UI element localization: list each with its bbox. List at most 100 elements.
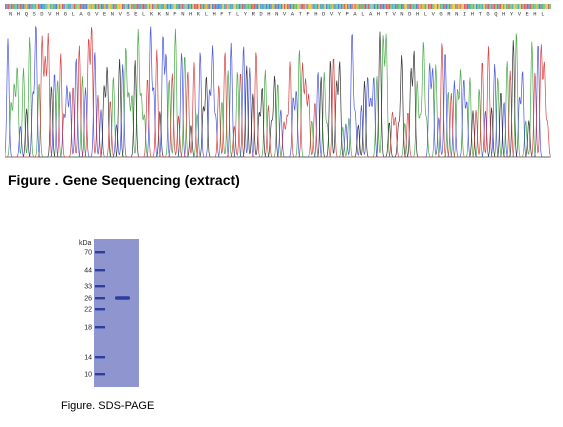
base-call-mark bbox=[140, 4, 142, 9]
base-call-mark bbox=[497, 4, 499, 9]
base-call-mark bbox=[230, 4, 232, 9]
amino-acid-letter: L bbox=[142, 11, 145, 18]
base-call-mark bbox=[491, 4, 493, 9]
base-call-mark bbox=[521, 4, 523, 9]
amino-acid-letter: H bbox=[267, 11, 270, 18]
base-call-mark bbox=[392, 4, 394, 9]
base-call-mark bbox=[320, 4, 322, 9]
base-call-mark bbox=[236, 4, 238, 9]
base-call-mark bbox=[516, 4, 518, 9]
base-call-mark bbox=[396, 4, 398, 9]
base-call-mark bbox=[83, 4, 85, 9]
base-call-mark bbox=[449, 4, 451, 9]
base-call-mark bbox=[395, 4, 397, 9]
base-call-mark bbox=[195, 4, 197, 9]
base-call-mark bbox=[114, 4, 116, 9]
base-call-mark bbox=[113, 4, 115, 9]
base-call-mark bbox=[548, 4, 550, 9]
base-call-mark bbox=[246, 4, 248, 9]
base-call-mark bbox=[272, 4, 274, 9]
amino-acid-letter: N bbox=[455, 11, 458, 18]
base-call-mark bbox=[371, 4, 373, 9]
base-call-mark bbox=[183, 4, 185, 9]
base-call-mark bbox=[489, 4, 491, 9]
base-call-mark bbox=[213, 4, 215, 9]
base-call-mark bbox=[144, 4, 146, 9]
base-call-mark bbox=[428, 4, 430, 9]
base-call-mark bbox=[474, 4, 476, 9]
base-call-mark bbox=[417, 4, 419, 9]
base-call-mark bbox=[24, 4, 26, 9]
base-call-mark bbox=[542, 4, 544, 9]
base-call-mark bbox=[101, 4, 103, 9]
base-call-mark bbox=[44, 4, 46, 9]
amino-acid-letter: Y bbox=[338, 11, 342, 18]
base-call-mark bbox=[297, 4, 299, 9]
base-call-mark bbox=[450, 4, 452, 9]
amino-acid-letter: L bbox=[541, 11, 544, 18]
base-call-mark bbox=[239, 4, 241, 9]
base-call-mark bbox=[282, 4, 284, 9]
amino-acid-letter: G bbox=[87, 11, 90, 18]
chromatogram-traces bbox=[5, 26, 551, 158]
base-call-mark bbox=[21, 4, 23, 9]
base-call-mark bbox=[161, 4, 163, 9]
gel-unit-label: kDa bbox=[79, 240, 92, 247]
base-call-mark bbox=[228, 4, 230, 9]
base-call-mark bbox=[384, 4, 386, 9]
base-call-mark bbox=[276, 4, 278, 9]
base-call-mark bbox=[98, 4, 100, 9]
base-call-mark bbox=[356, 4, 358, 9]
base-call-mark bbox=[519, 4, 521, 9]
base-call-mark bbox=[192, 4, 194, 9]
base-call-mark bbox=[248, 4, 250, 9]
amino-acid-letter: D bbox=[259, 11, 263, 18]
amino-acid-letter: L bbox=[205, 11, 208, 18]
base-call-mark bbox=[300, 4, 302, 9]
base-call-mark bbox=[414, 4, 416, 9]
ladder-label: 14 bbox=[84, 355, 92, 362]
base-call-mark bbox=[227, 4, 229, 9]
base-call-mark bbox=[194, 4, 196, 9]
base-call-mark bbox=[123, 4, 125, 9]
base-call-mark bbox=[155, 4, 157, 9]
base-call-mark bbox=[185, 4, 187, 9]
base-call-mark bbox=[368, 4, 370, 9]
amino-acid-letter: Y bbox=[244, 11, 248, 18]
base-call-mark bbox=[62, 4, 64, 9]
base-call-mark bbox=[191, 4, 193, 9]
base-call-mark bbox=[210, 4, 212, 9]
base-call-mark bbox=[446, 4, 448, 9]
base-call-mark bbox=[35, 4, 37, 9]
base-call-mark bbox=[252, 4, 254, 9]
base-call-mark bbox=[87, 4, 89, 9]
base-call-mark bbox=[327, 4, 329, 9]
amino-acid-letter: V bbox=[393, 11, 397, 18]
base-call-mark bbox=[116, 4, 118, 9]
base-call-mark bbox=[6, 4, 8, 9]
base-call-mark bbox=[18, 4, 20, 9]
amino-acid-letter: T bbox=[479, 11, 483, 18]
base-call-mark bbox=[65, 4, 67, 9]
base-call-mark bbox=[81, 4, 83, 9]
base-call-mark bbox=[338, 4, 340, 9]
base-call-mark bbox=[258, 4, 260, 9]
base-call-mark bbox=[401, 4, 403, 9]
amino-acid-letter: N bbox=[275, 11, 278, 18]
amino-acid-letter: V bbox=[518, 11, 522, 18]
base-call-mark bbox=[323, 4, 325, 9]
base-call-mark bbox=[378, 4, 380, 9]
amino-acid-letter: Q bbox=[494, 11, 498, 18]
base-call-mark bbox=[507, 4, 509, 9]
base-call-mark bbox=[27, 4, 29, 9]
base-call-mark bbox=[66, 4, 68, 9]
ladder-band bbox=[95, 251, 105, 254]
base-call-mark bbox=[12, 4, 14, 9]
base-call-mark bbox=[198, 4, 200, 9]
base-call-mark bbox=[464, 4, 466, 9]
base-call-mark bbox=[153, 4, 155, 9]
base-call-mark bbox=[120, 4, 122, 9]
base-call-mark bbox=[495, 4, 497, 9]
base-call-mark bbox=[225, 4, 227, 9]
